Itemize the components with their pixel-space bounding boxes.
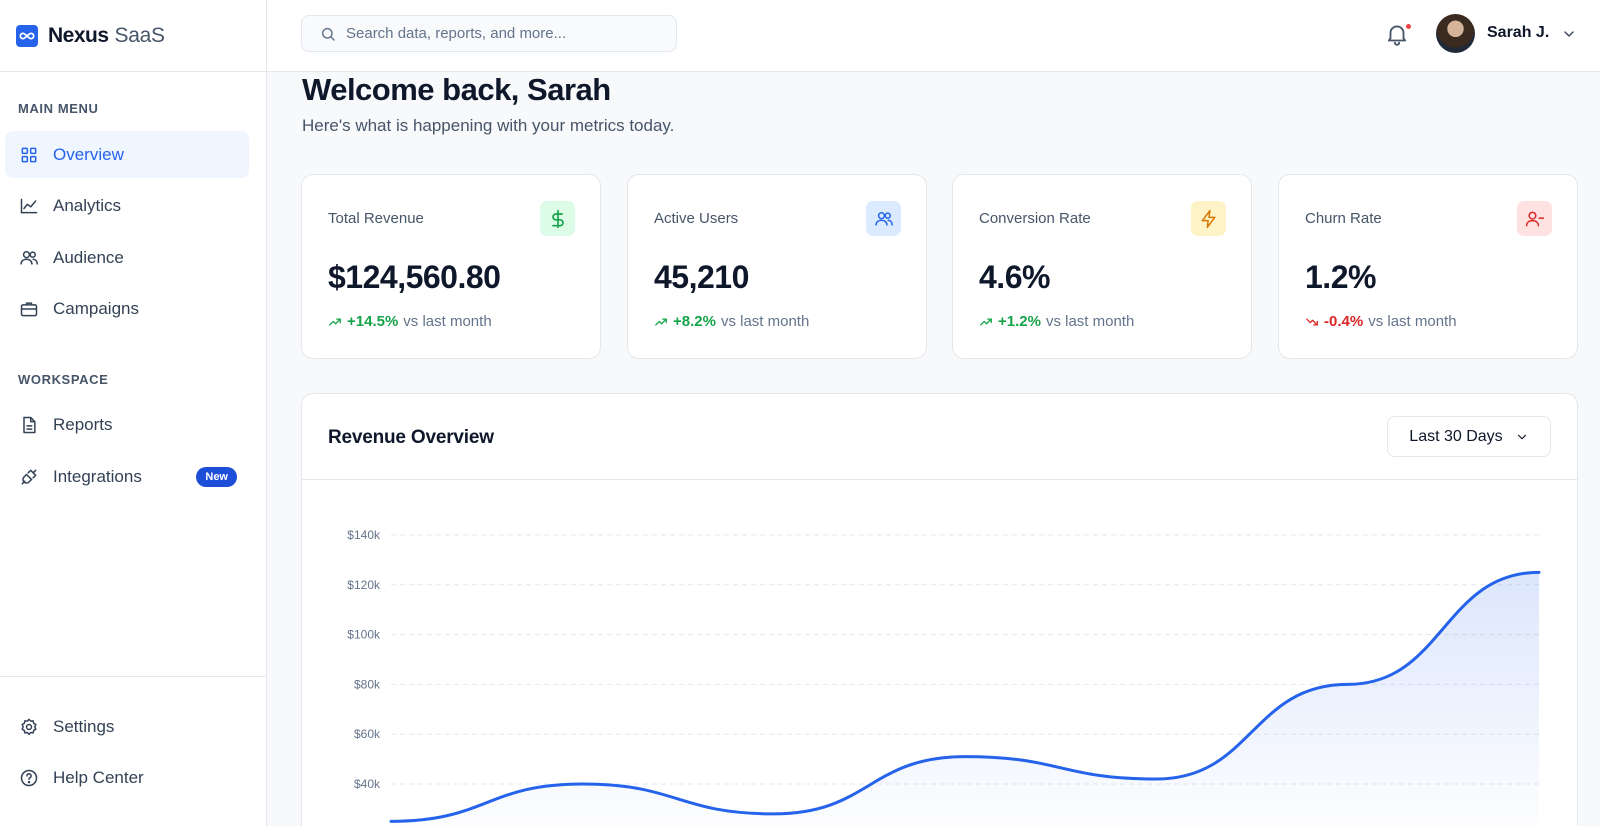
stat-card-total-revenue: Total Revenue $124,560.80 +14.5% vs last…: [301, 174, 601, 359]
workspace-label: WORKSPACE: [18, 372, 109, 387]
stat-change-suffix: vs last month: [1045, 313, 1135, 330]
date-range-dropdown[interactable]: Last 30 Days: [1387, 416, 1551, 457]
stat-label: Total Revenue: [328, 210, 424, 227]
brand-name: Nexus: [48, 23, 109, 47]
trend-up-icon: [329, 317, 341, 326]
chevron-down-icon: [1517, 434, 1526, 439]
page-subtitle: Here's what is happening with your metri…: [302, 116, 675, 135]
users-icon: [866, 201, 901, 236]
new-badge: New: [196, 466, 237, 487]
revenue-overview-panel: Revenue Overview Last 30 Days $140k $120k…: [301, 393, 1578, 826]
top-header: Sarah J.: [267, 0, 1600, 72]
notification-dot: [1405, 23, 1412, 30]
stat-change: -0.4% vs last month: [1305, 313, 1457, 330]
sidebar-item-analytics[interactable]: Analytics: [5, 182, 249, 229]
help-circle-icon: [20, 769, 38, 786]
main-menu-label: MAIN MENU: [18, 101, 99, 116]
stat-value: 45,210: [654, 259, 749, 295]
search-bar[interactable]: [301, 15, 677, 52]
grid-icon: [21, 147, 37, 162]
stat-label: Conversion Rate: [979, 210, 1091, 227]
sidebar-item-label: Help Center: [53, 767, 144, 787]
stat-change-value: -0.4%: [1324, 313, 1364, 330]
y-tick-label: $100k: [347, 628, 381, 642]
sidebar-item-help-center[interactable]: Help Center: [5, 754, 249, 801]
sidebar-item-label: Settings: [53, 716, 115, 736]
trend-chart-icon: [20, 198, 38, 213]
sidebar-item-integrations[interactable]: Integrations New: [5, 453, 249, 500]
bell-icon[interactable]: [1384, 21, 1410, 47]
stat-change-suffix: vs last month: [720, 313, 810, 330]
sidebar-item-audience[interactable]: Audience: [5, 234, 249, 281]
revenue-chart: $140k $120k $100k $80k $60k $40k: [347, 528, 1541, 826]
stat-change-value: +14.5%: [347, 313, 399, 330]
trend-up-icon: [980, 317, 992, 326]
sidebar-item-label: Overview: [53, 144, 124, 164]
sidebar-item-label: Integrations: [53, 466, 142, 486]
stat-change-suffix: vs last month: [403, 313, 492, 330]
dollar-icon: [540, 201, 575, 236]
gear-icon: [21, 718, 37, 735]
y-tick-label: $60k: [354, 727, 381, 741]
y-tick-label: $120k: [347, 578, 381, 592]
sidebar-item-label: Campaigns: [53, 298, 139, 318]
trend-up-icon: [655, 317, 667, 326]
y-tick-label: $40k: [354, 777, 381, 791]
stat-change-suffix: vs last month: [1368, 313, 1457, 330]
stat-card-conversion-rate: Conversion Rate 4.6% +1.2% vs last month: [952, 174, 1252, 359]
stat-change-value: +1.2%: [998, 313, 1041, 330]
sidebar-divider: [0, 676, 266, 677]
revenue-overview-title: Revenue Overview: [328, 427, 494, 448]
sidebar-item-campaigns[interactable]: Campaigns: [5, 285, 249, 332]
stat-label: Active Users: [654, 210, 739, 227]
document-icon: [23, 416, 36, 433]
search-icon: [321, 27, 335, 41]
brand[interactable]: Nexus SaaS: [0, 0, 266, 72]
lightning-icon: [1191, 201, 1226, 236]
sidebar-item-label: Audience: [53, 247, 124, 267]
sidebar-item-overview[interactable]: Overview: [5, 131, 249, 178]
users-icon: [20, 250, 38, 265]
stat-card-churn-rate: Churn Rate 1.2% -0.4% vs last month: [1278, 174, 1578, 359]
chevron-down-icon[interactable]: [1561, 26, 1577, 42]
stat-change-value: +8.2%: [673, 313, 716, 330]
user-name[interactable]: Sarah J.: [1487, 24, 1550, 41]
avatar[interactable]: [1436, 14, 1475, 53]
page-title: Welcome back, Sarah: [302, 72, 611, 107]
date-range-label: Last 30 Days: [1409, 427, 1503, 445]
sidebar-item-settings[interactable]: Settings: [5, 703, 249, 750]
stat-value: 1.2%: [1305, 259, 1376, 295]
y-tick-label: $80k: [354, 677, 381, 691]
sidebar-item-reports[interactable]: Reports: [5, 401, 249, 448]
brand-suffix: SaaS: [114, 23, 165, 47]
plug-icon: [21, 469, 37, 484]
sidebar: Nexus SaaS MAIN MENU Overview Analytics A…: [0, 0, 267, 826]
stat-label: Churn Rate: [1305, 210, 1382, 227]
sidebar-item-label: Reports: [53, 414, 113, 434]
user-minus-icon: [1517, 201, 1552, 236]
panel-divider: [302, 479, 1577, 480]
stat-change: +1.2% vs last month: [979, 313, 1134, 330]
stat-change: +14.5% vs last month: [328, 313, 492, 330]
search-input[interactable]: [346, 25, 666, 42]
y-tick-label: $140k: [347, 528, 381, 542]
sidebar-item-label: Analytics: [53, 195, 122, 215]
stat-value: $124,560.80: [328, 259, 501, 295]
stat-card-active-users: Active Users 45,210 +8.2% vs last month: [627, 174, 927, 359]
trend-down-icon: [1306, 317, 1318, 326]
stat-value: 4.6%: [979, 259, 1050, 295]
briefcase-icon: [20, 301, 38, 316]
infinity-logo-icon: [16, 24, 38, 47]
revenue-line: [389, 570, 1541, 823]
stat-change: +8.2% vs last month: [654, 313, 809, 330]
revenue-area-fill: [391, 572, 1539, 826]
